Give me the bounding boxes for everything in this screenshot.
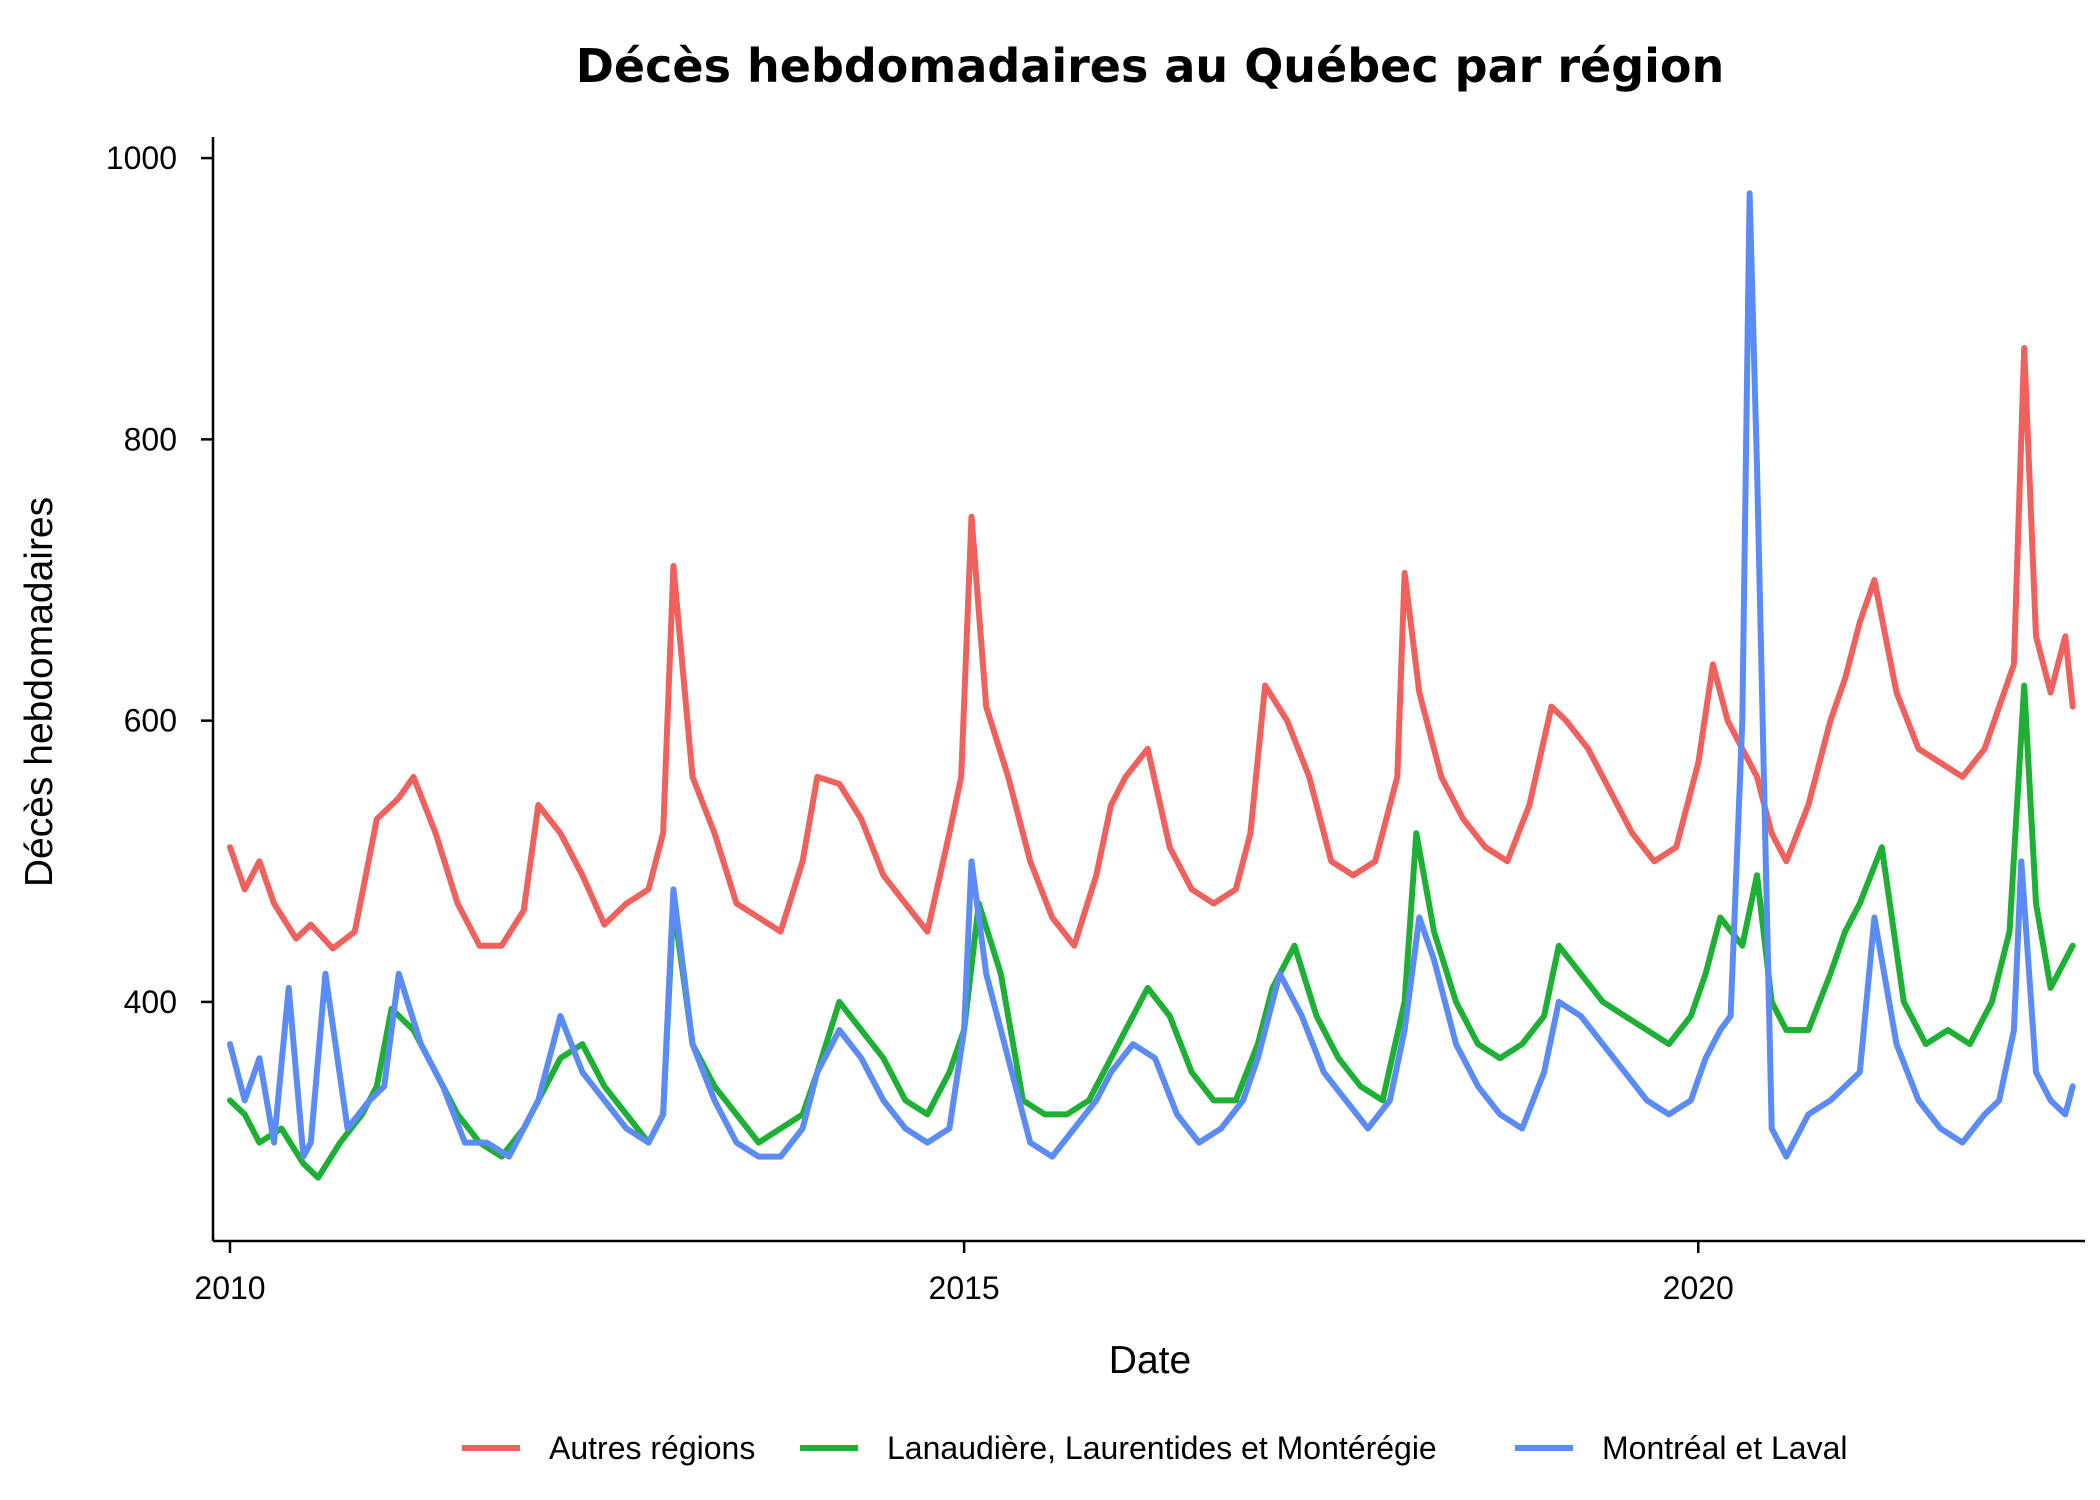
axes [211,137,2085,1243]
chart-title: Décès hebdomadaires au Québec par région [576,39,1725,93]
legend: Autres régions Lanaudière, Laurentides et… [462,1430,1847,1466]
x-axis-title: Date [1109,1339,1191,1382]
legend-label: Montréal et Laval [1602,1430,1847,1466]
y-ticks: 400 600 800 1000 [106,140,213,1020]
x-tick-label: 2020 [1663,1270,1734,1306]
series-lines [227,190,2076,1181]
x-ticks: 2010 2015 2020 [194,1241,1734,1306]
x-tick-label: 2010 [194,1270,265,1306]
series-line-0 [227,345,2076,952]
y-tick-label: 600 [124,703,177,739]
legend-label: Autres régions [549,1430,755,1466]
y-axis-title: Décès hebdomadaires [18,497,61,887]
legend-label: Lanaudière, Laurentides et Montérégie [887,1430,1437,1466]
series-line-2 [227,190,2076,1160]
y-tick-label: 400 [124,984,177,1020]
y-tick-label: 1000 [106,140,177,176]
y-tick-label: 800 [124,421,177,457]
x-tick-label: 2015 [929,1270,1000,1306]
